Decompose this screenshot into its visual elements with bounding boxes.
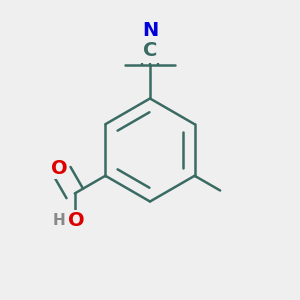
Text: O: O (68, 211, 85, 230)
Text: N: N (142, 21, 158, 40)
Text: C: C (143, 41, 157, 60)
Text: O: O (51, 159, 68, 178)
Text: H: H (52, 213, 65, 228)
